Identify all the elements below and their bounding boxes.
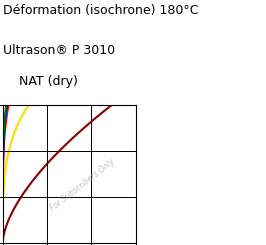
Text: Ultrason® P 3010: Ultrason® P 3010 <box>3 44 115 57</box>
Text: NAT (dry): NAT (dry) <box>19 75 77 88</box>
Text: For Subscribers Only: For Subscribers Only <box>48 157 117 213</box>
Text: Déformation (isochrone) 180°C: Déformation (isochrone) 180°C <box>3 4 198 17</box>
